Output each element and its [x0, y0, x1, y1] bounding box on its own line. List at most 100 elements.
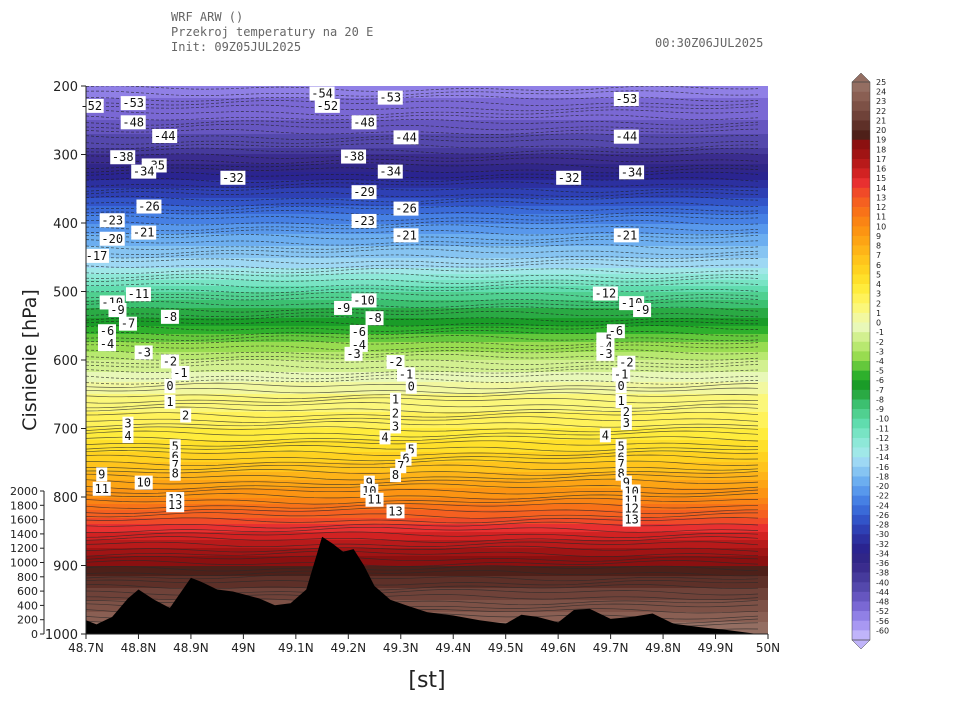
colorbar-swatch — [852, 274, 870, 285]
isotherm-line — [86, 181, 759, 188]
temperature-band — [86, 412, 768, 415]
temperature-band — [86, 150, 768, 153]
y-tick-label: 800 — [53, 491, 78, 506]
temperature-band — [86, 392, 768, 395]
temperature-band — [86, 432, 768, 435]
contour-label: -1 — [614, 367, 628, 381]
contour-label: 13 — [388, 504, 402, 518]
temperature-band — [86, 504, 768, 507]
temperature-band — [86, 582, 768, 585]
isotherm-line — [86, 473, 759, 481]
contour-label: -23 — [101, 213, 123, 227]
temperature-band — [86, 414, 768, 417]
colorbar-label: 4 — [876, 280, 881, 289]
temperature-band — [86, 584, 768, 587]
temperature-band — [86, 488, 768, 491]
contour-label-bg — [395, 459, 407, 474]
contour-label: -3 — [136, 345, 150, 359]
isotherm-line — [86, 469, 759, 476]
temperature-band — [86, 478, 768, 481]
isotherm-line — [86, 86, 759, 92]
axes: 48.7N 48.8N 48.9N 49N 49.1N 49.2N 49.3N 49.4N 49… — [10, 80, 780, 655]
colorbar-swatch — [852, 495, 870, 506]
contour-label: -3 — [346, 347, 360, 361]
contour-label-bg — [596, 346, 615, 361]
contour-label-bg — [599, 428, 611, 443]
temperature-band — [86, 422, 768, 425]
contour-label: 7 — [172, 458, 179, 472]
isotherm-line — [86, 569, 759, 577]
colorbar-label: -32 — [876, 540, 889, 549]
temperature-band — [86, 598, 768, 601]
temperature-band — [86, 256, 768, 259]
temperature-band — [86, 270, 768, 273]
colorbar-label: -36 — [876, 559, 889, 568]
temperature-band — [86, 196, 768, 199]
temperature-band — [86, 170, 768, 173]
colorbar-label: 8 — [876, 242, 881, 251]
temperature-band — [86, 372, 768, 375]
isotherm-line — [86, 229, 759, 236]
contour-label-bg — [99, 213, 125, 228]
temperature-band — [86, 546, 768, 549]
contour-label: -44 — [154, 129, 176, 143]
temperature-band — [86, 192, 768, 195]
colorbar-label: -1 — [876, 328, 884, 337]
isotherm-line — [86, 171, 759, 179]
temperature-band — [86, 130, 768, 133]
temperature-band — [86, 530, 768, 533]
y-tick-label: 1000 — [45, 628, 78, 643]
isotherm-line — [86, 143, 758, 150]
temperature-band — [86, 180, 768, 183]
isotherm-line — [86, 119, 759, 126]
colorbar-swatch — [852, 245, 870, 256]
isotherm-line — [86, 282, 759, 289]
temperature-band — [86, 316, 768, 319]
colorbar-swatch — [852, 264, 870, 275]
colorbar-swatch — [852, 428, 870, 439]
contour-label: -53 — [379, 91, 401, 105]
contour-label: -48 — [122, 115, 144, 129]
temperature-band — [86, 550, 768, 553]
temperature-band — [86, 428, 768, 431]
contour-label-bg — [620, 475, 632, 490]
contour-label-bg — [334, 300, 353, 315]
contour-label-bg — [110, 150, 136, 165]
temperature-band — [86, 162, 768, 165]
temperature-band — [86, 468, 768, 471]
temperature-band — [86, 322, 768, 325]
temperature-band — [86, 596, 768, 599]
colorbar-swatch — [852, 620, 870, 631]
colorbar-swatch — [852, 409, 870, 420]
temperature-band — [86, 266, 768, 269]
temperature-band — [86, 124, 768, 127]
temperature-band — [86, 292, 768, 295]
temperature-band — [86, 154, 768, 157]
isotherm-line — [86, 272, 759, 279]
temperature-band — [86, 188, 768, 191]
isotherm-line — [86, 349, 759, 356]
contour-label-bg — [365, 492, 384, 507]
isotherm-line — [86, 416, 759, 423]
contour-label-bg — [386, 355, 405, 370]
contour-label: 3 — [392, 419, 399, 433]
colorbar-label: 0 — [876, 319, 881, 328]
colorbar-label: 10 — [876, 222, 886, 231]
terrain-silhouette — [86, 536, 768, 634]
colorbar-label: -7 — [876, 386, 884, 395]
temperature-band — [86, 386, 768, 389]
colorbar-label: -10 — [876, 415, 889, 424]
temperature-band — [86, 282, 768, 285]
temperature-band — [86, 486, 768, 489]
colorbar-label: -4 — [876, 357, 884, 366]
contour-label: -44 — [395, 130, 417, 144]
contour-label: 1 — [617, 394, 624, 408]
isotherm-line — [86, 262, 759, 270]
contour-label-bg — [617, 355, 636, 370]
temperature-band — [86, 444, 768, 447]
temperature-band — [86, 354, 768, 357]
temperature-band — [86, 174, 768, 177]
temperature-band — [86, 280, 768, 283]
contour-label: 2 — [182, 408, 189, 422]
temperature-band — [86, 380, 768, 383]
